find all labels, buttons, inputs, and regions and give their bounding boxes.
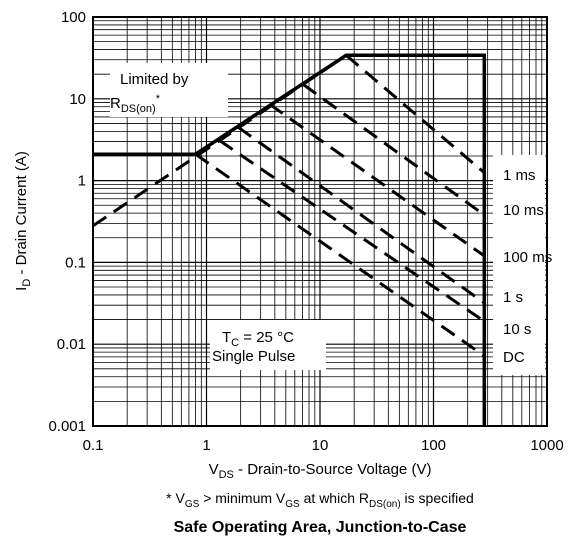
series-lines [92, 53, 487, 426]
label-background [210, 320, 326, 370]
limited-by-text: Limited by [120, 71, 189, 88]
series-line-1-s [237, 125, 486, 305]
rds-on-text: RDS(on)* [110, 93, 161, 115]
single-pulse-text: Single Pulse [212, 348, 295, 365]
series-label: 1 ms [503, 167, 536, 184]
x-tick-label: 10 [312, 437, 329, 454]
series-label: 10 s [503, 321, 531, 338]
label-background [493, 155, 545, 375]
series-label: 1 s [503, 289, 523, 306]
y-tick-label: 100 [61, 9, 86, 26]
series-line-10-s [218, 139, 486, 323]
annotation-conditions: TC = 25 °C Single Pulse [212, 329, 295, 365]
series-label: DC [503, 349, 525, 366]
series-line-100-ms [268, 102, 486, 258]
x-axis-label: VDS - Drain-to-Source Voltage (V) [209, 461, 432, 481]
label-masks [110, 63, 545, 375]
x-tick-label: 1 [202, 437, 210, 454]
footnote: * VGS > minimum VGS at which RDS(on) is … [166, 490, 474, 510]
label-background [110, 63, 228, 117]
series-line-DC [194, 152, 486, 358]
tc-text: TC = 25 °C [222, 329, 294, 349]
tick-labels: 0.1 1 10 100 1000 100 10 1 0.1 0.01 0.001 [48, 9, 563, 454]
y-tick-label: 1 [78, 173, 86, 190]
chart-title: Safe Operating Area, Junction-to-Case [174, 519, 467, 536]
series-labels: 1 ms 10 ms 100 ms 1 s 10 s DC [503, 167, 552, 366]
y-tick-label: 10 [69, 91, 86, 108]
y-axis-label: ID - Drain Current (A) [13, 151, 33, 291]
series-line-1-ms [345, 54, 486, 174]
soa-boundary-line [93, 53, 487, 426]
series-label: 10 ms [503, 202, 544, 219]
y-tick-label: 0.1 [65, 254, 86, 271]
x-tick-label: 1000 [530, 437, 563, 454]
x-tick-label: 100 [421, 437, 446, 454]
plot-frame [92, 16, 548, 427]
x-tick-label: 0.1 [83, 437, 104, 454]
series-line-10-ms [302, 83, 486, 217]
y-tick-label: 0.01 [57, 336, 86, 353]
annotation-limited-by: Limited by RDS(on)* [110, 71, 189, 115]
series-label: 100 ms [503, 249, 552, 266]
y-tick-label: 0.001 [48, 418, 86, 435]
